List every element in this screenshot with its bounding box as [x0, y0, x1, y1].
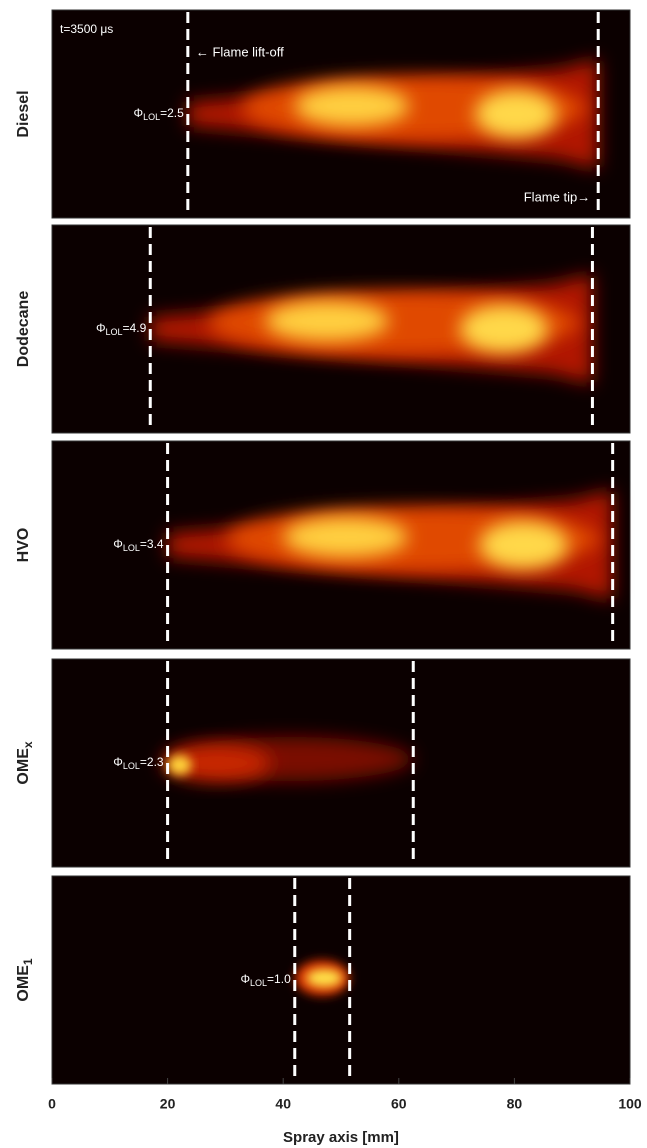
- panel-name-text: HVO: [15, 528, 32, 563]
- flame: [162, 737, 414, 781]
- flame-core: [459, 305, 549, 353]
- phi-symbol: Φ: [96, 321, 106, 335]
- phi-subscript: LOL: [106, 327, 123, 337]
- x-axis-label: Spray axis [mm]: [283, 1129, 399, 1146]
- phi-value: =2.3: [140, 755, 164, 769]
- flame-core: [167, 755, 192, 775]
- phi-label: ΦLOL=3.4: [113, 537, 164, 553]
- panel-name: Dodecane: [15, 291, 32, 368]
- phi-subscript: LOL: [123, 543, 140, 553]
- phi-value: =4.9: [123, 321, 147, 335]
- x-tick-label: 60: [391, 1096, 407, 1112]
- panel-name-text: Diesel: [15, 90, 32, 137]
- x-tick-label: 0: [48, 1096, 56, 1112]
- phi-label: ΦLOL=1.0: [240, 972, 291, 988]
- phi-symbol: Φ: [113, 537, 123, 551]
- flame: [150, 274, 593, 384]
- phi-symbol: Φ: [240, 972, 250, 986]
- x-tick-label: 100: [618, 1096, 642, 1112]
- phi-value: =2.5: [160, 106, 184, 120]
- flame-core: [475, 90, 558, 138]
- panel-name-subscript: x: [21, 741, 35, 748]
- time-label: t=3500 μs: [60, 22, 113, 36]
- panel-name-subscript: 1: [21, 958, 35, 965]
- panel-name: Diesel: [15, 90, 32, 137]
- phi-symbol: Φ: [134, 106, 144, 120]
- flame-core: [283, 517, 408, 557]
- panel-name-text: OME: [15, 748, 32, 785]
- phi-label: ΦLOL=2.5: [134, 106, 185, 122]
- phi-label: ΦLOL=2.3: [113, 755, 164, 771]
- flame-core: [294, 86, 410, 126]
- flame: [294, 960, 350, 996]
- panel-name: OMEx: [15, 741, 35, 784]
- flame: [167, 490, 613, 600]
- phi-symbol: Φ: [113, 755, 123, 769]
- phi-subscript: LOL: [123, 761, 140, 771]
- panel-name-text: Dodecane: [15, 291, 32, 368]
- flame-core: [305, 969, 343, 987]
- flame-glow: [162, 745, 271, 781]
- phi-value: =1.0: [267, 972, 291, 986]
- lift-off-label: ← Flame lift-off: [196, 44, 284, 59]
- x-tick-label: 20: [160, 1096, 176, 1112]
- flame: [187, 59, 599, 169]
- panel-name: OME1: [15, 958, 35, 1001]
- phi-subscript: LOL: [143, 112, 160, 122]
- phi-value: =3.4: [140, 537, 164, 551]
- x-tick-label: 80: [507, 1096, 523, 1112]
- flame-core: [479, 521, 569, 569]
- panel-name-text: OME: [15, 965, 32, 1002]
- panel-name: HVO: [15, 528, 32, 563]
- flame-core: [265, 301, 390, 341]
- phi-label: ΦLOL=4.9: [96, 321, 147, 337]
- phi-subscript: LOL: [250, 978, 267, 988]
- tip-label: Flame tip→: [524, 189, 590, 204]
- x-tick-label: 40: [275, 1096, 291, 1112]
